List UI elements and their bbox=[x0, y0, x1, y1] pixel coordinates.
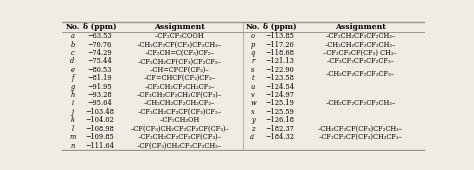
Text: –CF=CHCF(CF₃)CF₂–: –CF=CHCF(CF₃)CF₂– bbox=[144, 74, 216, 82]
Text: No.: No. bbox=[246, 23, 260, 31]
Text: –CF₂CH₂CF₂CH₂CF(CF₃)–: –CF₂CH₂CF₂CH₂CF(CF₃)– bbox=[137, 91, 222, 99]
Text: −111.64: −111.64 bbox=[85, 142, 114, 150]
Text: –CF₂CH₂CF₂CF₂CF(CF₃)–: –CF₂CH₂CF₂CF₂CF(CF₃)– bbox=[138, 133, 222, 141]
Text: –CF₂CF₂CF(CF₃) CH₂–: –CF₂CF₂CF(CF₃) CH₂– bbox=[323, 49, 397, 57]
Text: δ (ppm): δ (ppm) bbox=[83, 23, 116, 31]
Text: −93.28: −93.28 bbox=[87, 91, 112, 99]
Text: −108.98: −108.98 bbox=[85, 125, 114, 133]
Text: –CH₂CH₂CF₂CH₂CF₂–: –CH₂CH₂CF₂CH₂CF₂– bbox=[144, 99, 216, 107]
Text: –CH₂CF₂CF₂CF₂CF₂–: –CH₂CF₂CF₂CF₂CF₂– bbox=[326, 70, 395, 78]
Text: −124.97: −124.97 bbox=[266, 91, 294, 99]
Text: h: h bbox=[70, 91, 74, 99]
Text: Assignment: Assignment bbox=[155, 23, 205, 31]
Text: −125.59: −125.59 bbox=[266, 108, 294, 116]
Text: f: f bbox=[71, 74, 73, 82]
Text: −126.18: −126.18 bbox=[266, 116, 294, 124]
Text: –CF₂CF₂COOH: –CF₂CF₂COOH bbox=[155, 32, 205, 40]
Text: –CF₂CH=C(CF₃)CF₂–: –CF₂CH=C(CF₃)CF₂– bbox=[145, 49, 215, 57]
Text: k: k bbox=[71, 116, 74, 124]
Text: s: s bbox=[251, 66, 255, 74]
Text: y: y bbox=[251, 116, 255, 124]
Text: −122.90: −122.90 bbox=[266, 66, 294, 74]
Text: –CF(CF₃)CH₂CF₂CF₂CF(CF₃)–: –CF(CF₃)CH₂CF₂CF₂CF(CF₃)– bbox=[130, 125, 229, 133]
Text: –CF₂CF₂CF(CF₃)CH₂CF₂–: –CF₂CF₂CF(CF₃)CH₂CF₂– bbox=[319, 133, 402, 141]
Text: x: x bbox=[251, 108, 255, 116]
Text: e: e bbox=[71, 66, 74, 74]
Text: m: m bbox=[69, 133, 75, 141]
Text: p: p bbox=[251, 41, 255, 49]
Text: δ (ppm): δ (ppm) bbox=[264, 23, 297, 31]
Text: −74.29: −74.29 bbox=[87, 49, 112, 57]
Text: r: r bbox=[251, 57, 255, 65]
Text: o: o bbox=[251, 32, 255, 40]
Text: Assignment: Assignment bbox=[335, 23, 386, 31]
Text: −81.19: −81.19 bbox=[87, 74, 112, 82]
Text: –CH₂CF₂CF(CF₃)CF₂CH₂–: –CH₂CF₂CF(CF₃)CF₂CH₂– bbox=[137, 41, 222, 49]
Text: t: t bbox=[252, 74, 255, 82]
Text: −95.64: −95.64 bbox=[87, 99, 112, 107]
Text: −124.54: −124.54 bbox=[265, 83, 295, 91]
Text: z: z bbox=[251, 125, 255, 133]
Text: –CF₂CH₂CF(CF₃)CF₂CF₂–: –CF₂CH₂CF(CF₃)CF₂CF₂– bbox=[138, 57, 222, 65]
Text: b: b bbox=[70, 41, 74, 49]
Text: –CF₂CH₂CF₂CF₂CH₂–: –CF₂CH₂CF₂CF₂CH₂– bbox=[325, 32, 395, 40]
Text: No.: No. bbox=[65, 23, 80, 31]
Text: l: l bbox=[72, 125, 73, 133]
Text: −117.26: −117.26 bbox=[266, 41, 294, 49]
Text: –CF₂CH₂CF₂CF(CF₃)CF₂–: –CF₂CH₂CF₂CF(CF₃)CF₂– bbox=[138, 108, 222, 116]
Text: –CH=CFCF(CF₃)–: –CH=CFCF(CF₃)– bbox=[150, 66, 210, 74]
Text: –CF₂CF₂CF₂CF₂CF₂–: –CF₂CF₂CF₂CF₂CF₂– bbox=[326, 57, 394, 65]
Text: –CF₂CH₂OH: –CF₂CH₂OH bbox=[160, 116, 200, 124]
Text: a′: a′ bbox=[250, 133, 256, 141]
Text: –CF(CF₃)CH₂CF₂CF₂CH₂–: –CF(CF₃)CH₂CF₂CF₂CH₂– bbox=[137, 142, 222, 150]
Text: −121.13: −121.13 bbox=[266, 57, 294, 65]
Text: −75.44: −75.44 bbox=[87, 57, 112, 65]
Text: v: v bbox=[251, 91, 255, 99]
Text: g: g bbox=[70, 83, 74, 91]
Text: i: i bbox=[72, 99, 73, 107]
Text: −125.19: −125.19 bbox=[266, 99, 294, 107]
Text: –CH₂CF₂CF₂CF₂CH₂–: –CH₂CF₂CF₂CF₂CH₂– bbox=[325, 99, 395, 107]
Text: j: j bbox=[72, 108, 73, 116]
Text: −109.85: −109.85 bbox=[85, 133, 114, 141]
Text: −182.37: −182.37 bbox=[266, 125, 294, 133]
Text: −104.02: −104.02 bbox=[85, 116, 114, 124]
Text: q: q bbox=[251, 49, 255, 57]
Text: −80.53: −80.53 bbox=[87, 66, 112, 74]
Text: –CH₂CF₂CF(CF₃)CF₂CH₂–: –CH₂CF₂CF(CF₃)CF₂CH₂– bbox=[318, 125, 403, 133]
Text: –CH₂CH₂CF₂CF₂CH₂–: –CH₂CH₂CF₂CF₂CH₂– bbox=[325, 41, 396, 49]
Text: −113.85: −113.85 bbox=[266, 32, 294, 40]
Text: c: c bbox=[71, 49, 74, 57]
Text: n: n bbox=[70, 142, 74, 150]
Text: −184.32: −184.32 bbox=[265, 133, 295, 141]
Text: −123.58: −123.58 bbox=[266, 74, 294, 82]
Text: w: w bbox=[250, 99, 256, 107]
Text: −91.95: −91.95 bbox=[87, 83, 112, 91]
Text: −118.68: −118.68 bbox=[266, 49, 294, 57]
Text: u: u bbox=[251, 83, 255, 91]
Text: –CF₂CH₂CF₂CH₂CF₂–: –CF₂CH₂CF₂CH₂CF₂– bbox=[145, 83, 215, 91]
Text: −70.76: −70.76 bbox=[87, 41, 112, 49]
Text: −63.53: −63.53 bbox=[87, 32, 112, 40]
Text: a: a bbox=[71, 32, 74, 40]
Text: d: d bbox=[70, 57, 74, 65]
Text: −103.48: −103.48 bbox=[85, 108, 114, 116]
